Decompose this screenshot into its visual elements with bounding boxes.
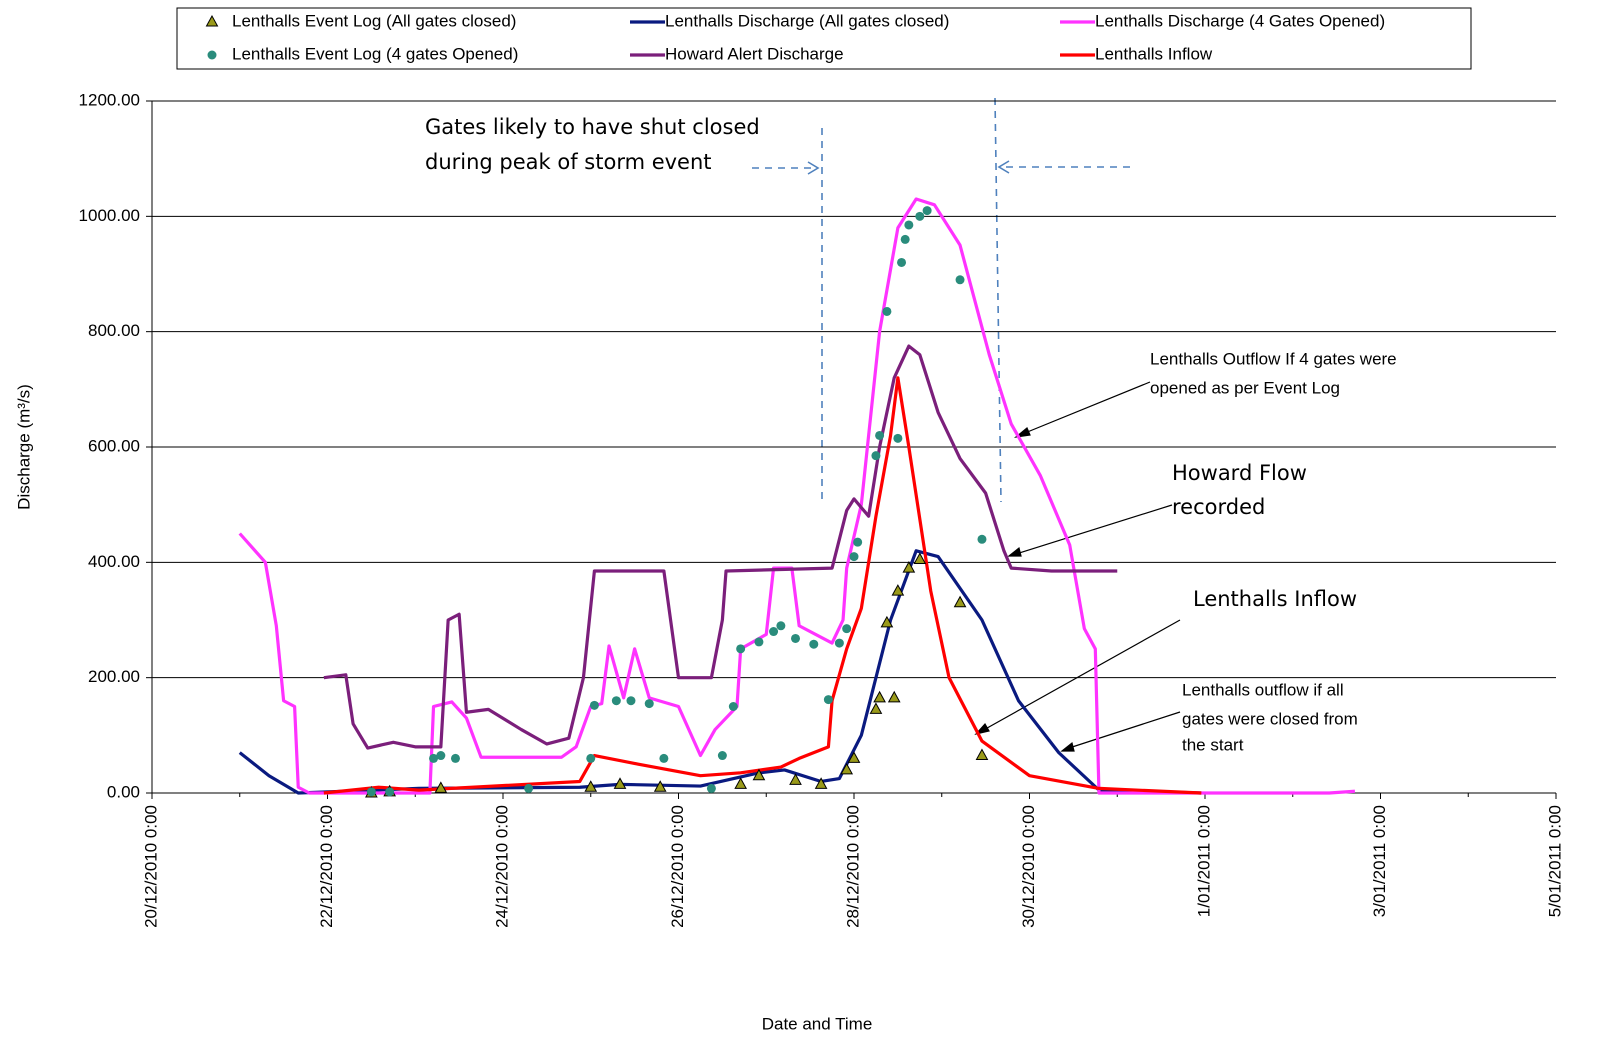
legend-swatch [207,50,217,60]
triangle-marker [840,762,854,775]
circle-marker [626,696,636,706]
x-tick-label: 24/12/2010 0:00 [492,805,511,928]
legend-label: Lenthalls Event Log (4 gates Opened) [232,44,518,63]
circle-marker [717,751,727,761]
x-tick-label: 1/01/2011 0:00 [1194,805,1213,917]
circle-marker [644,699,654,709]
circle-marker [915,211,925,221]
triangle-marker [869,702,883,714]
triangle-marker [880,615,894,628]
series-line [323,376,1202,795]
circle-marker [900,234,910,244]
annotation: Howard Flow [1172,461,1307,485]
circle-marker [893,433,903,443]
circle-marker [904,220,914,230]
circle-marker [586,753,596,763]
annotation: Lenthalls Inflow [1193,587,1357,611]
circle-marker [977,534,987,544]
circle-marker [706,783,716,793]
triangle-marker [814,777,828,789]
x-tick-label: 20/12/2010 0:00 [141,805,160,928]
circle-marker [791,633,800,643]
gate-markers [752,97,1130,505]
circle-marker [823,695,833,705]
y-tick-label: 600.00 [88,436,140,455]
circle-marker [871,451,881,461]
circle-marker [450,753,460,763]
x-axis-title: Date and Time [762,1014,873,1033]
annotation-arrows [974,381,1181,752]
circle-marker [875,430,885,440]
circle-marker [897,257,907,267]
triangle-marker [891,584,905,596]
annotation: recorded [1172,495,1265,519]
annotation: opened as per Event Log [1150,378,1340,397]
legend-box [176,7,1472,70]
triangle-marker [434,781,448,793]
circle-marker [736,644,746,654]
triangle-marker [613,777,627,789]
legend-swatch [205,14,219,27]
x-tick-label: 30/12/2010 0:00 [1019,805,1038,928]
triangle-marker [953,595,967,608]
triangle-marker [653,780,667,792]
circle-marker [589,700,599,710]
circle-marker [842,624,852,634]
circle-marker [611,696,621,706]
y-tick-label: 1200.00 [79,90,140,109]
y-tick-label: 200.00 [88,667,140,686]
legend-label: Howard Alert Discharge [665,44,844,63]
y-axis-title: Discharge (m³/s) [14,384,33,510]
annotation: gates were closed from [1182,709,1358,728]
gate-arrowheads [807,160,1010,175]
triangle-marker [584,780,598,792]
triangle-marker [975,748,989,761]
circle-marker [385,787,395,797]
triangle-marker [887,690,901,703]
circle-marker [659,753,669,763]
x-tick-label: 26/12/2010 0:00 [668,805,687,928]
x-tick-label: 28/12/2010 0:00 [843,805,862,928]
x-tick-label: 5/01/2011 0:00 [1545,805,1564,917]
y-tick-label: 400.00 [88,552,140,571]
circle-marker [429,753,439,763]
annotation: Lenthalls Outflow If 4 gates were [1150,349,1397,368]
triangle-marker [734,777,748,789]
circle-marker [769,627,779,637]
triangle-marker [873,690,886,703]
y-tick-label: 1000.00 [79,206,140,225]
triangle-marker [752,768,766,781]
circle-marker [524,783,534,793]
legend-label: Lenthalls Discharge (All gates closed) [665,11,949,30]
y-tick-label: 800.00 [88,321,140,340]
circle-marker [849,552,859,562]
circle-marker [922,206,932,216]
annotation: Gates likely to have shut closed [425,115,760,139]
circle-marker [882,306,892,316]
series-line [323,344,1118,750]
circle-marker [834,638,844,648]
circle-marker [436,751,446,761]
triangle-marker [789,773,802,785]
triangle-marker [913,552,927,564]
circle-marker [776,621,786,631]
legend-label: Lenthalls Inflow [1095,44,1213,63]
legend-label: Lenthalls Event Log (All gates closed) [232,11,516,30]
legend-label: Lenthalls Discharge (4 Gates Opened) [1095,11,1385,30]
circle-marker [809,639,819,649]
circle-marker [754,637,764,647]
triangle-marker [902,561,916,573]
annotation: during peak of storm event [425,150,712,174]
circle-marker [728,702,738,711]
circle-marker [955,275,965,285]
circle-marker [853,537,863,547]
x-tick-label: 22/12/2010 0:00 [317,805,336,928]
circle-marker [366,787,376,797]
x-tick-label: 3/01/2011 0:00 [1370,805,1389,917]
y-tick-label: 0.00 [107,782,140,801]
annotation: Lenthalls outflow if all [1182,680,1344,699]
triangle-marker [847,751,861,763]
annotation: the start [1182,735,1244,754]
